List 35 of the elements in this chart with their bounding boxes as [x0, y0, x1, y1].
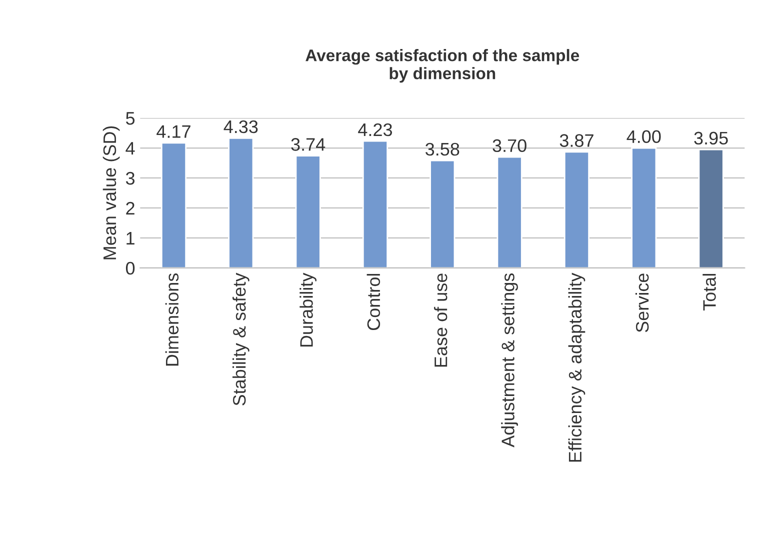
bar — [430, 160, 456, 268]
y-tick-label: 3 — [126, 172, 135, 185]
y-tick-label: 1 — [126, 232, 134, 244]
data-label: 4.17 — [156, 125, 190, 138]
bar — [160, 142, 187, 268]
x-tick-label: Control — [366, 274, 380, 330]
bar — [496, 156, 522, 268]
bar — [295, 155, 321, 268]
data-label: 4.23 — [358, 123, 392, 136]
data-label: 4.33 — [224, 120, 258, 134]
y-tick-label: 4 — [126, 142, 135, 155]
chart-title: Average satisfaction of the sample by dimension — [306, 49, 580, 83]
y-tick-label: 2 — [126, 202, 134, 215]
x-tick-label: Dimensions — [165, 273, 179, 366]
bar — [362, 140, 388, 268]
x-tick-label: Ease of use — [434, 274, 448, 367]
y-tick-label: 5 — [126, 112, 135, 125]
data-label: 4.00 — [626, 130, 661, 144]
data-label: 3.87 — [560, 134, 594, 147]
y-axis-title: Mean value (SD) — [102, 126, 120, 260]
x-tick-label: Efficiency & adaptability — [568, 272, 586, 462]
data-label: 3.70 — [492, 139, 526, 152]
bar — [228, 137, 254, 268]
data-label: 3.74 — [291, 138, 326, 151]
bar — [564, 151, 590, 268]
x-tick-label: Stability & safety — [232, 272, 250, 406]
data-label: 3.58 — [426, 142, 460, 156]
y-tick-label: 0 — [126, 262, 135, 275]
data-label: 3.95 — [694, 132, 728, 145]
x-tick-label: Total — [702, 274, 716, 310]
x-tick-label: Service — [635, 274, 649, 332]
bar — [698, 148, 724, 268]
x-tick-label: Adjustment & settings — [501, 273, 518, 448]
bar — [631, 147, 657, 268]
x-tick-label: Durability — [300, 272, 316, 347]
